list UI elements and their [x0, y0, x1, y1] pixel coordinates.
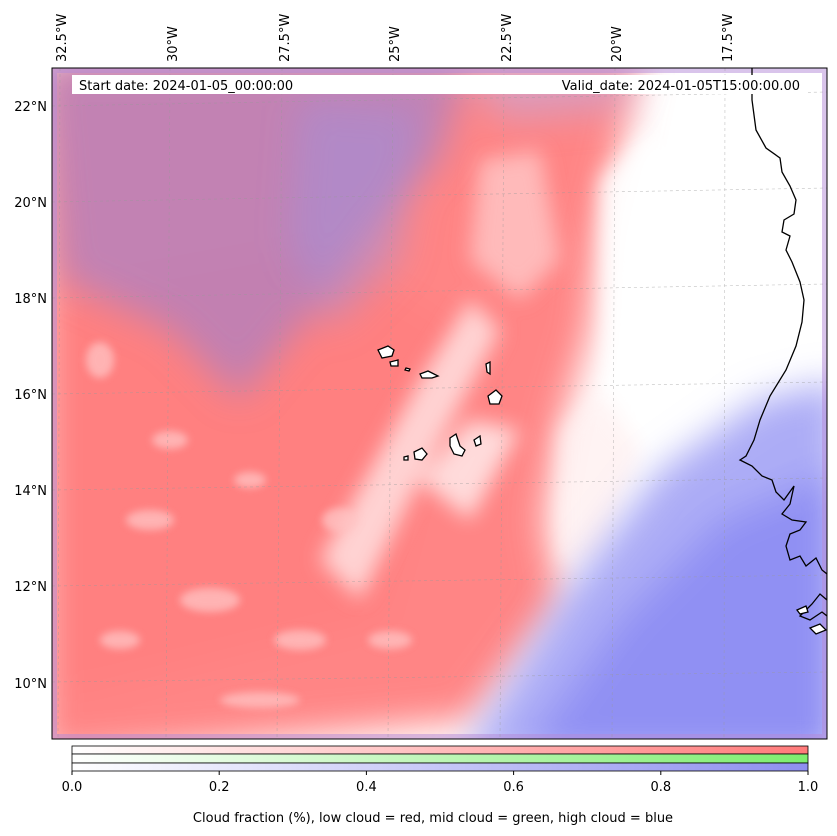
lat-label: 18°N	[14, 292, 47, 307]
clear-streaks	[320, 130, 730, 600]
lat-label: 10°N	[14, 677, 47, 692]
colorbar-tick-label: 0.2	[209, 780, 230, 795]
colorbar-low-row	[71, 745, 809, 755]
lat-label: 20°N	[14, 196, 47, 211]
colorbar-mid-row	[71, 753, 809, 764]
start-date-label: Start date: 2024-01-05_00:00:00	[79, 79, 293, 94]
lat-label: 22°N	[14, 100, 47, 115]
lat-label: 14°N	[14, 484, 47, 499]
colorbar-label: Cloud fraction (%), low cloud = red, mid…	[193, 811, 673, 826]
colorbar-tick-label: 1.0	[798, 780, 819, 795]
colorbar-tick-label: 0.4	[356, 780, 377, 795]
valid-date-label: Valid_date: 2024-01-05T15:00:00.00	[562, 79, 800, 94]
colorbar-high-row	[71, 762, 809, 772]
lon-label: 30°W	[166, 26, 181, 62]
speckle-patches	[86, 342, 412, 708]
lon-label: 32.5°W	[55, 14, 70, 62]
lat-label: 12°N	[14, 580, 47, 595]
colorbar-tick-label: 0.8	[650, 780, 671, 795]
latitude-labels: 22°N 20°N 18°N 16°N 14°N 12°N 10°N	[14, 100, 47, 692]
colorbar-tick-label: 0.0	[62, 780, 83, 795]
lon-label: 17.5°W	[721, 14, 736, 62]
lat-label: 16°N	[14, 388, 47, 403]
colorbar: 0.0 0.2 0.4 0.6 0.8 1.0 Cloud fraction (%), l…	[62, 745, 819, 826]
africa-coastline	[738, 68, 827, 621]
colorbar-ticks: 0.0 0.2 0.4 0.6 0.8 1.0	[62, 771, 819, 795]
longitude-labels: 32.5°W 30°W 27.5°W 25°W 22.5°W 20°W 17.5…	[55, 14, 736, 62]
colorbar-tick-label: 0.6	[503, 780, 524, 795]
lon-label: 20°W	[610, 26, 625, 62]
info-bar	[72, 75, 808, 94]
map-frame	[51, 67, 828, 740]
map-field	[52, 68, 827, 739]
lon-label: 27.5°W	[278, 14, 293, 62]
gridlines	[52, 68, 827, 739]
cape-verde-islands	[377, 345, 827, 635]
lon-label: 22.5°W	[500, 14, 515, 62]
lon-label: 25°W	[388, 26, 403, 62]
